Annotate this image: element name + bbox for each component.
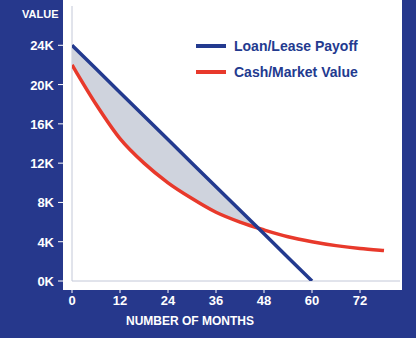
x-axis-line	[72, 281, 400, 282]
y-tick-label: 0K	[37, 274, 54, 289]
y-tick	[58, 281, 63, 282]
y-tick-label: 20K	[30, 78, 54, 93]
gap-area	[72, 45, 384, 281]
legend-label: Cash/Market Value	[234, 64, 358, 80]
legend-swatch	[196, 44, 226, 48]
x-tick-label: 36	[209, 293, 223, 308]
y-tick-label: 8K	[37, 195, 54, 210]
y-tick	[58, 163, 63, 164]
plot-area	[63, 0, 402, 290]
y-tick-label: 4K	[37, 235, 54, 250]
x-axis-label: NUMBER OF MONTHS	[126, 314, 254, 328]
background	[0, 0, 416, 338]
legend-swatch	[196, 70, 226, 74]
x-tick-label: 0	[68, 293, 75, 308]
y-tick	[58, 84, 63, 85]
series-line	[72, 45, 312, 281]
y-tick	[58, 123, 63, 124]
legend-label: Loan/Lease Payoff	[234, 38, 358, 54]
y-tick	[58, 45, 63, 46]
y-tick	[58, 241, 63, 242]
y-tick-label: 24K	[30, 38, 54, 53]
x-tick-label: 60	[305, 293, 319, 308]
y-tick-label: 16K	[30, 117, 54, 132]
x-tick-label: 24	[161, 293, 176, 308]
y-axis-label: VALUE	[22, 8, 58, 20]
data-layer	[72, 45, 384, 281]
chart: 0K 4K 8K 12K 16K 20K 24K 0 12 24 36 48 60 72 VALUE NUMB…	[0, 0, 416, 338]
y-tick-label: 12K	[30, 156, 54, 171]
y-tick	[58, 202, 63, 203]
x-tick-label: 72	[353, 293, 367, 308]
x-tick-label: 48	[257, 293, 271, 308]
x-tick-label: 12	[113, 293, 127, 308]
gap-group	[72, 45, 384, 281]
